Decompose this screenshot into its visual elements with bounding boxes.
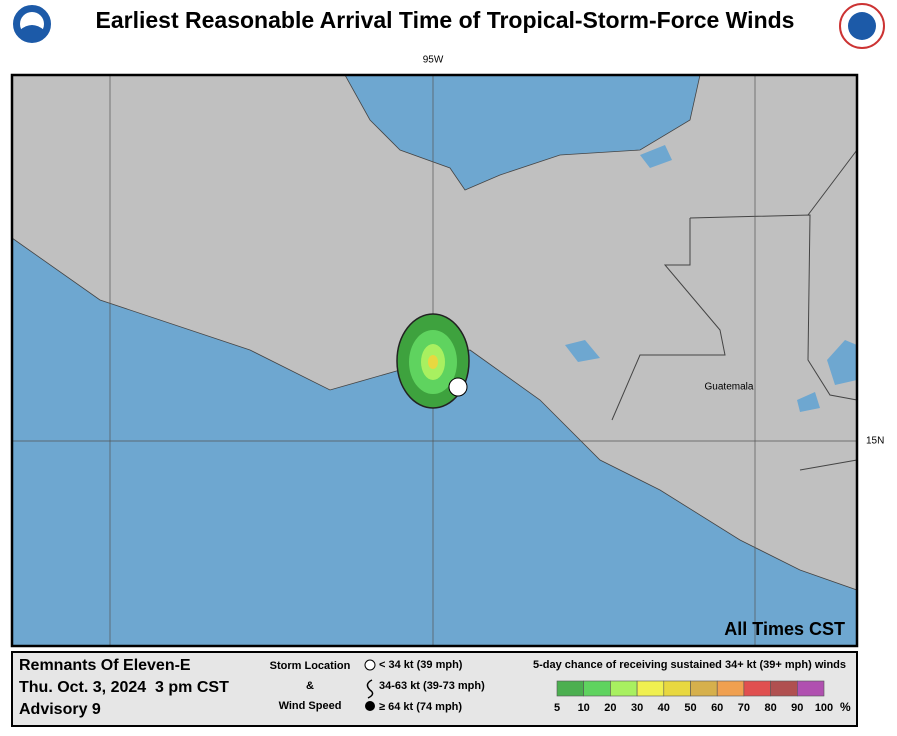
legend-swatch — [556, 680, 585, 697]
legend-swatch — [796, 680, 825, 697]
key-item: < 34 kt (39 mph) — [379, 659, 463, 671]
noaa-logo — [11, 3, 53, 45]
key-item: 34-63 kt (39-73 mph) — [379, 680, 485, 692]
legend-swatch — [636, 680, 665, 697]
legend-swatch — [743, 680, 771, 697]
map: Guatemala All Times CST — [10, 73, 859, 648]
storm-name: Remnants Of Eleven-E — [19, 657, 191, 674]
legend-label: 50 — [684, 702, 696, 714]
key-icon — [365, 701, 375, 711]
storm-location — [448, 377, 468, 397]
key-title: Storm Location — [270, 660, 351, 672]
advisory-date: Thu. Oct. 3, 2024 3 pm CST — [19, 679, 229, 696]
legend-title: 5-day chance of receiving sustained 34+ … — [533, 659, 846, 671]
key-title: & — [306, 680, 314, 692]
lake — [797, 392, 820, 412]
legend-swatch — [583, 680, 611, 697]
legend-swatch — [610, 680, 638, 697]
legend-label: 100 — [815, 702, 833, 714]
probability-swath — [396, 313, 470, 409]
legend-unit: % — [840, 700, 851, 714]
legend-label: 5 — [554, 702, 560, 714]
lon-label: 95W — [423, 55, 444, 66]
legend-label: 60 — [711, 702, 723, 714]
legend-label: 90 — [791, 702, 803, 714]
lake — [827, 340, 857, 385]
legend-swatch — [663, 680, 691, 697]
country-label: Guatemala — [705, 382, 754, 393]
times-note: All Times CST — [724, 619, 845, 639]
key-icon — [366, 679, 374, 699]
key-item: ≥ 64 kt (74 mph) — [379, 701, 462, 713]
key-title: Wind Speed — [279, 700, 342, 712]
legend-swatch — [690, 680, 718, 697]
legend-swatch — [716, 680, 745, 697]
legend-label: 20 — [604, 702, 616, 714]
title: Earliest Reasonable Arrival Time of Trop… — [96, 7, 795, 33]
advisory-number: Advisory 9 — [19, 701, 101, 718]
lagoon — [640, 145, 672, 168]
lake — [565, 340, 600, 362]
key-icon — [364, 659, 376, 671]
lat-label: 15N — [866, 436, 884, 447]
legend-swatch — [770, 680, 798, 697]
legend-label: 30 — [631, 702, 643, 714]
legend-label: 40 — [658, 702, 670, 714]
legend-label: 10 — [578, 702, 590, 714]
map-frame — [10, 73, 859, 648]
country-borders — [611, 149, 858, 471]
nws-logo — [839, 3, 885, 49]
legend-label: 70 — [738, 702, 750, 714]
legend-label: 80 — [764, 702, 776, 714]
